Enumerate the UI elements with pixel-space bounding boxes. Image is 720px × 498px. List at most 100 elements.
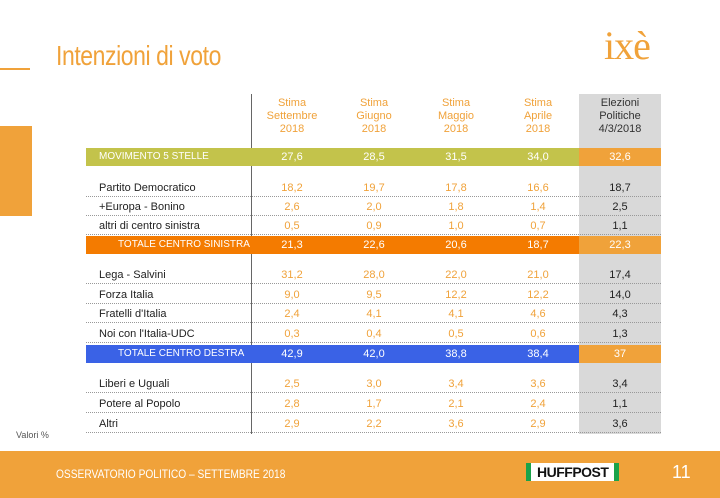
header-line: Stima <box>359 97 389 109</box>
value-cell: 9,5 <box>366 289 382 301</box>
value-cell: 3,4 <box>448 378 464 390</box>
row-label: +Europa - Bonino <box>99 201 185 213</box>
values-note: Valori % <box>16 430 49 440</box>
value-cell: 4,1 <box>448 308 464 320</box>
value-cell: 2,2 <box>366 418 382 430</box>
value-cell: 1,4 <box>530 201 546 213</box>
value-cell: 20,6 <box>445 239 467 251</box>
row-altri: Altri 2,9 2,2 3,6 2,9 3,6 <box>86 415 661 433</box>
column-header-maggio: Stima Maggio 2018 <box>415 97 497 136</box>
value-cell: 1,7 <box>366 398 382 410</box>
value-cell: 3,4 <box>612 378 628 390</box>
row-forza-italia: Forza Italia 9,0 9,5 12,2 12,2 14,0 <box>86 286 661 304</box>
value-cell: 32,6 <box>579 148 661 166</box>
table-divider <box>251 94 252 434</box>
row-potere-al-popolo: Potere al Popolo 2,8 1,7 2,1 2,4 1,1 <box>86 395 661 413</box>
value-cell: 2,1 <box>448 398 464 410</box>
value-cell: 2,5 <box>612 201 628 213</box>
value-cell: 0,7 <box>530 220 546 232</box>
value-cell: 21,0 <box>527 269 549 281</box>
value-cell: 1,1 <box>612 220 628 232</box>
row-totale-centro-sinistra: TOTALE CENTRO SINISTRA 21,3 22,6 20,6 18… <box>86 236 661 254</box>
value-cell: 0,6 <box>530 328 546 340</box>
value-cell: 22,0 <box>445 269 467 281</box>
value-cell: 19,7 <box>363 182 385 194</box>
row-europa-bonino: +Europa - Bonino 2,6 2,0 1,8 1,4 2,5 <box>86 198 661 216</box>
value-cell: 2,9 <box>284 418 300 430</box>
header-line: Stima <box>277 97 307 109</box>
value-cell: 42,0 <box>363 348 385 360</box>
value-cell: 2,5 <box>284 378 300 390</box>
header-line: 2018 <box>279 123 305 135</box>
ixe-logo: ixè <box>604 23 651 68</box>
value-cell: 4,6 <box>530 308 546 320</box>
value-cell: 1,8 <box>448 201 464 213</box>
value-cell: 28,5 <box>363 151 385 163</box>
value-cell: 4,3 <box>612 308 628 320</box>
value-cell: 3,6 <box>448 418 464 430</box>
row-label: altri di centro sinistra <box>99 220 200 232</box>
value-cell: 18,2 <box>281 182 303 194</box>
value-cell: 28,0 <box>363 269 385 281</box>
column-header-giugno: Stima Giugno 2018 <box>333 97 415 136</box>
value-cell: 0,3 <box>284 328 300 340</box>
value-cell: 2,6 <box>284 201 300 213</box>
header-line: Settembre <box>266 110 318 122</box>
value-cell: 9,0 <box>284 289 300 301</box>
value-cell: 18,7 <box>609 182 631 194</box>
row-label: TOTALE CENTRO DESTRA <box>118 348 245 359</box>
value-cell: 0,5 <box>448 328 464 340</box>
value-cell: 2,4 <box>284 308 300 320</box>
value-cell: 22,6 <box>363 239 385 251</box>
row-label: Liberi e Uguali <box>99 378 170 390</box>
value-cell: 2,4 <box>530 398 546 410</box>
header-line: Politiche <box>599 110 641 122</box>
value-cell: 3,0 <box>366 378 382 390</box>
value-cell: 1,3 <box>612 328 628 340</box>
header-line: 2018 <box>525 123 551 135</box>
column-header-settembre: Stima Settembre 2018 <box>251 97 333 136</box>
value-cell: 38,4 <box>527 348 549 360</box>
header-line: 2018 <box>361 123 387 135</box>
value-cell: 2,0 <box>366 201 382 213</box>
row-label: Forza Italia <box>99 289 154 301</box>
value-cell: 3,6 <box>612 418 628 430</box>
header-line: Stima <box>523 97 553 109</box>
header-line: 4/3/2018 <box>598 123 642 135</box>
row-fratelli-italia: Fratelli d'Italia 2,4 4,1 4,1 4,6 4,3 <box>86 305 661 323</box>
row-label: Potere al Popolo <box>99 398 181 410</box>
page-title: Intenzioni di voto <box>56 40 221 71</box>
value-cell: 1,0 <box>448 220 464 232</box>
row-label: Fratelli d'Italia <box>99 308 167 320</box>
row-movimento-5-stelle: MOVIMENTO 5 STELLE 27,6 28,5 31,5 34,0 3… <box>86 148 661 166</box>
value-cell: 27,6 <box>281 151 303 163</box>
row-noi-con-italia: Noi con l'Italia-UDC 0,3 0,4 0,5 0,6 1,3 <box>86 325 661 343</box>
value-cell: 3,6 <box>530 378 546 390</box>
value-cell: 21,3 <box>281 239 303 251</box>
value-cell: 18,7 <box>527 239 549 251</box>
row-lega-salvini: Lega - Salvini 31,2 28,0 22,0 21,0 17,4 <box>86 266 661 284</box>
value-cell: 38,8 <box>445 348 467 360</box>
value-cell: 42,9 <box>281 348 303 360</box>
header-line: 2018 <box>443 123 469 135</box>
row-partito-democratico: Partito Democratico 18,2 19,7 17,8 16,6 … <box>86 179 661 197</box>
row-totale-centro-destra: TOTALE CENTRO DESTRA 42,9 42,0 38,8 38,4… <box>86 345 661 363</box>
value-cell: 31,2 <box>281 269 303 281</box>
value-cell: 37 <box>579 345 661 363</box>
decorative-line <box>0 68 30 70</box>
value-cell: 14,0 <box>609 289 631 301</box>
header-line: Stima <box>441 97 471 109</box>
huffpost-logo: HUFFPOST <box>526 463 620 481</box>
row-label: TOTALE CENTRO SINISTRA <box>118 239 250 250</box>
column-header-elezioni: Elezioni Politiche 4/3/2018 <box>579 97 661 136</box>
value-cell: 17,4 <box>609 269 631 281</box>
page-number: 11 <box>672 462 691 482</box>
row-label: Noi con l'Italia-UDC <box>99 328 195 340</box>
footer-text: OSSERVATORIO POLITICO – SETTEMBRE 2018 <box>56 467 286 481</box>
value-cell: 16,6 <box>527 182 549 194</box>
row-label: Lega - Salvini <box>99 269 166 281</box>
value-cell: 4,1 <box>366 308 382 320</box>
row-altri-centro-sinistra: altri di centro sinistra 0,5 0,9 1,0 0,7… <box>86 217 661 235</box>
value-cell: 12,2 <box>527 289 549 301</box>
decorative-tab <box>0 126 32 216</box>
